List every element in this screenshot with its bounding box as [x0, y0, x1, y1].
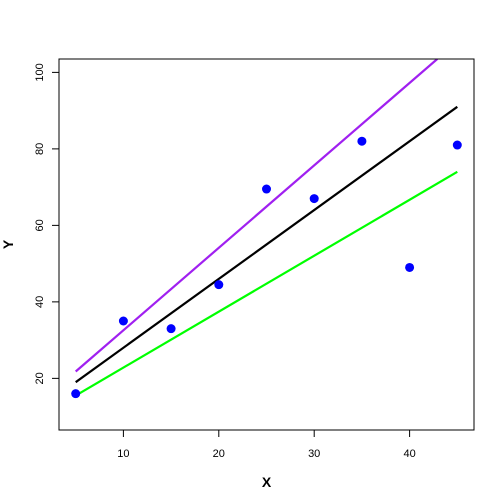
- data-point: [71, 389, 81, 399]
- y-tick-label: 20: [34, 372, 46, 384]
- fit-lines: [74, 59, 458, 397]
- fit-line-1: [74, 59, 438, 373]
- y-tick-label: 60: [34, 219, 46, 231]
- data-point: [166, 324, 176, 334]
- data-point: [357, 136, 367, 146]
- data-point: [214, 280, 224, 290]
- data-point: [118, 316, 128, 326]
- x-tick-label: 30: [308, 448, 320, 460]
- data-point: [452, 140, 462, 150]
- data-points: [71, 136, 462, 399]
- y-tick-label: 100: [34, 63, 46, 81]
- y-axis-title: Y: [0, 239, 16, 249]
- x-tick-label: 20: [213, 448, 225, 460]
- y-tick-label: 40: [34, 296, 46, 308]
- x-axis-title: X: [262, 474, 272, 490]
- axes: 10 20 30 40 20 40 60 80 100: [34, 63, 416, 460]
- plot-frame: [58, 58, 475, 431]
- fit-line-3: [75, 170, 458, 397]
- x-tick-label: 40: [403, 448, 415, 460]
- fit-line-2: [75, 105, 458, 384]
- data-point: [309, 194, 319, 204]
- data-point: [262, 184, 271, 194]
- x-tick-label: 10: [117, 448, 129, 460]
- data-point: [405, 262, 415, 272]
- y-tick-label: 80: [34, 143, 46, 155]
